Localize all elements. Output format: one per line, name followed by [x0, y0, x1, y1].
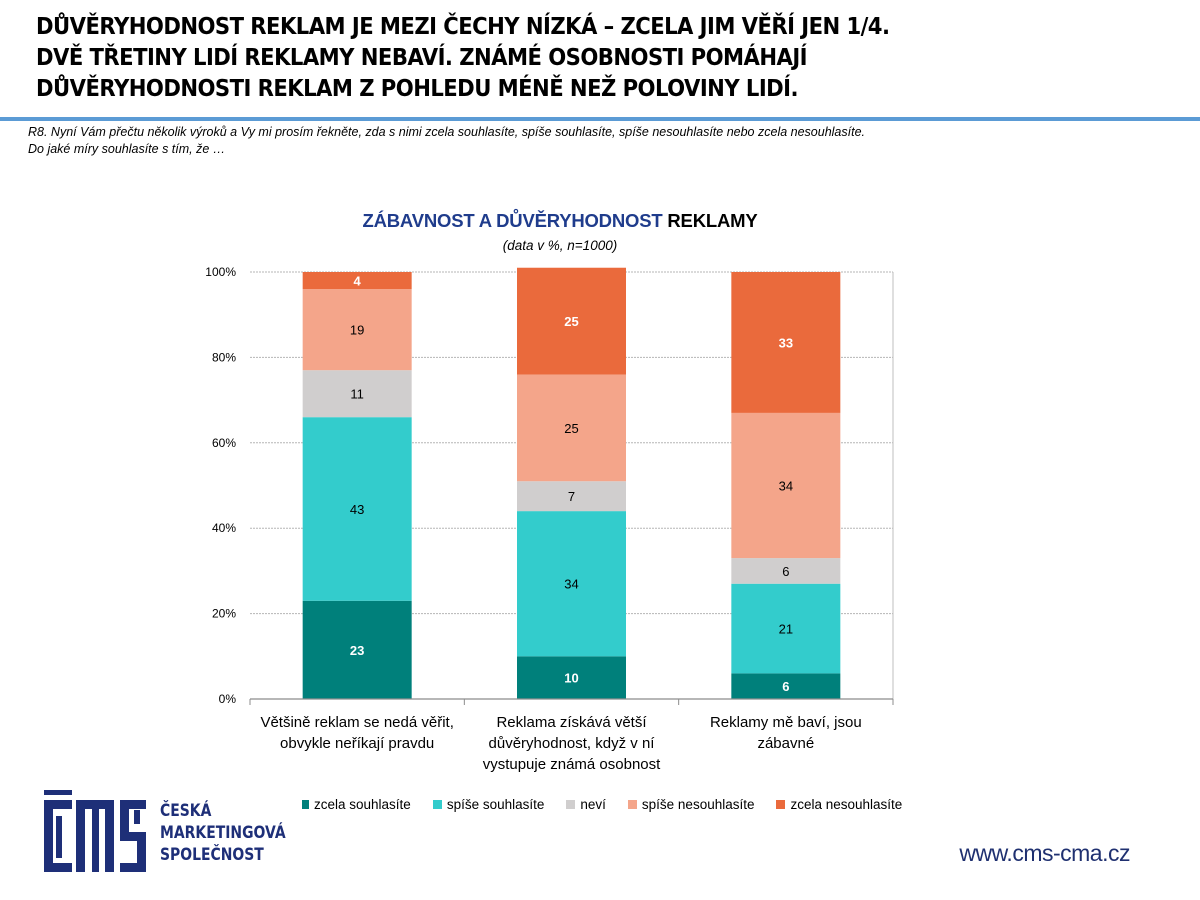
legend-swatch [627, 800, 637, 809]
y-tick-label: 0% [219, 692, 237, 706]
legend-item: neví [566, 797, 606, 812]
bar-segment [731, 558, 841, 584]
legend-label: spíše souhlasíte [446, 797, 545, 812]
data-label: 33 [779, 335, 793, 350]
cms-logo: ČESKÁ MARKETINGOVÁ SPOLEČNOST [42, 790, 302, 875]
bar-segment [517, 481, 626, 512]
logo-line: SPOLEČNOST [160, 845, 264, 865]
chart-title: ZÁBAVNOST A DŮVĚRYHODNOST REKLAMY [0, 210, 1120, 232]
bar-segment [302, 417, 412, 601]
data-label: 6 [782, 564, 789, 579]
category-label: Reklama získává větší důvěryhodnost, kdy… [482, 714, 661, 773]
category-label: Reklamy mě baví, jsou zábavné [709, 714, 862, 752]
legend-swatch [566, 800, 576, 809]
y-tick-label: 100% [205, 265, 236, 279]
data-label: 23 [350, 643, 364, 658]
chart-title-blue: ZÁBAVNOST A DŮVĚRYHODNOST [362, 210, 663, 231]
legend-swatch [432, 800, 442, 809]
bar-segment [517, 267, 626, 375]
chart-title-black: REKLAMY [667, 210, 758, 231]
bar-segment [517, 374, 626, 482]
legend-item: spíše nesouhlasíte [627, 797, 755, 812]
category-label: Většině reklam se nedá věřit, obvykle ne… [260, 714, 454, 752]
cms-logo-mark-icon [44, 790, 146, 872]
bar-segment [302, 289, 412, 371]
bar-segment [731, 673, 841, 699]
data-label: 4 [354, 274, 362, 289]
y-tick-label: 80% [212, 350, 236, 364]
legend-item: spíše souhlasíte [432, 797, 545, 812]
website-link[interactable]: www.cms-cma.cz [959, 840, 1130, 866]
chart-subtitle: (data v %, n=1000) [502, 238, 618, 253]
legend-label: neví [580, 797, 606, 812]
headline-line: DŮVĚRYHODNOST REKLAM JE MEZI ČECHY NÍZKÁ… [36, 14, 890, 40]
bar-segment [302, 370, 412, 418]
question-line: Do jaké míry souhlasíte s tím, že … [28, 142, 226, 156]
legend-item: zcela souhlasíte [300, 797, 411, 812]
data-label: 19 [350, 323, 364, 338]
legend-label: zcela nesouhlasíte [790, 797, 903, 812]
logo-line: ČESKÁ [160, 801, 212, 821]
data-label: 10 [564, 671, 578, 686]
legend-label: zcela souhlasíte [314, 797, 411, 812]
bar-segment [302, 272, 412, 290]
bar-segment [731, 412, 841, 559]
legend-swatch [300, 800, 309, 809]
bar-segment [517, 656, 626, 699]
data-label: 25 [564, 421, 578, 436]
data-label: 43 [350, 502, 364, 517]
headline-line: DVĚ TŘETINY LIDÍ REKLAMY NEBAVÍ. ZNÁMÉ O… [36, 45, 808, 71]
chart-legend: zcela souhlasíte spíše souhlasíte neví s… [300, 797, 924, 812]
question-line: R8. Nyní Vám přečtu několik výroků a Vy … [28, 125, 865, 139]
y-tick-label: 40% [212, 521, 236, 535]
legend-label: spíše nesouhlasíte [641, 797, 755, 812]
headline-line: DŮVĚRYHODNOSTI REKLAM Z POHLEDU MÉNĚ NEŽ… [36, 76, 799, 102]
data-label: 11 [350, 387, 364, 402]
bar-segment [731, 583, 841, 674]
y-axis-ticks: 0% 20% 40% 60% 80% 100% [205, 265, 236, 706]
data-label: 34 [564, 577, 578, 592]
headline: DŮVĚRYHODNOST REKLAM JE MEZI ČECHY NÍZKÁ… [36, 12, 1085, 105]
bar-segment [517, 511, 626, 657]
logo-line: MARKETINGOVÁ [160, 823, 286, 843]
y-tick-label: 60% [212, 436, 236, 450]
legend-item: zcela nesouhlasíte [776, 797, 902, 812]
header-divider [0, 117, 1200, 121]
data-label: 34 [779, 479, 793, 494]
data-label: 6 [782, 679, 789, 694]
y-tick-label: 20% [212, 607, 236, 621]
bar-segment [302, 600, 412, 699]
bar-segment [731, 272, 841, 413]
x-axis [249, 272, 894, 705]
logo-text: ČESKÁ MARKETINGOVÁ SPOLEČNOST [160, 800, 286, 866]
legend-swatch [776, 800, 786, 809]
data-label: 25 [564, 314, 578, 329]
data-label: 7 [568, 489, 575, 504]
bars: 23 43 11 19 4 10 34 7 25 25 6 21 6 34 33 [302, 267, 841, 699]
data-label: 21 [779, 622, 793, 637]
survey-question: R8. Nyní Vám přečtu několik výroků a Vy … [28, 124, 865, 158]
